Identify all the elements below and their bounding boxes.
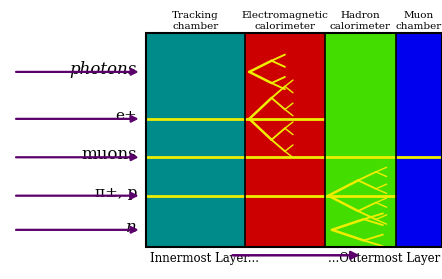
Text: ...Outermost Layer: ...Outermost Layer (328, 252, 440, 266)
Text: π±, p: π±, p (95, 186, 137, 200)
Text: Muon
chamber: Muon chamber (396, 11, 442, 31)
Text: Hadron
calorimeter: Hadron calorimeter (330, 11, 391, 31)
Bar (396, 33, 442, 247)
Text: photons: photons (70, 61, 137, 78)
Bar (325, 33, 396, 247)
Text: n: n (126, 218, 137, 235)
Text: Tracking
chamber: Tracking chamber (172, 11, 219, 31)
Text: Electromagnetic
calorimeter: Electromagnetic calorimeter (242, 11, 328, 31)
Bar (146, 33, 245, 247)
Text: Innermost Layer...: Innermost Layer... (150, 252, 259, 266)
Bar (245, 33, 325, 247)
Bar (146, 33, 442, 247)
Text: e±: e± (115, 109, 137, 123)
Text: muons: muons (81, 146, 137, 163)
